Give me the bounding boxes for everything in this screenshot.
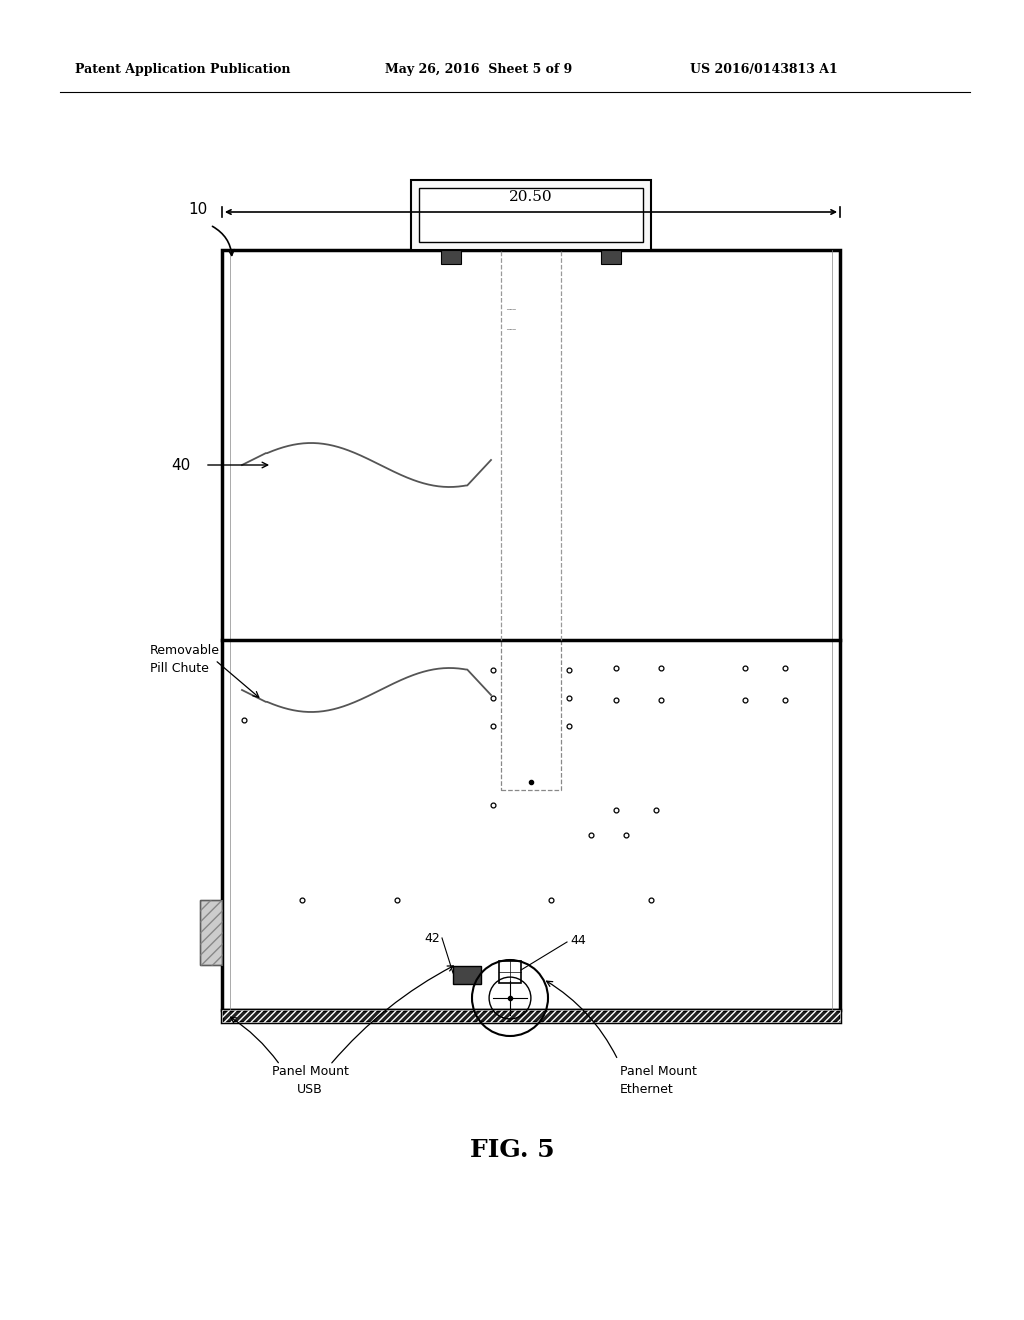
Text: US 2016/0143813 A1: US 2016/0143813 A1 [690,63,838,77]
Text: 44: 44 [570,933,586,946]
Bar [419,187,643,242]
Text: 40: 40 [171,458,190,473]
Text: FIG. 5: FIG. 5 [470,1138,554,1162]
Bar [200,900,222,965]
Text: Panel Mount
Ethernet: Panel Mount Ethernet [620,1065,697,1096]
Text: ───: ─── [506,327,516,333]
Text: ───: ─── [506,308,516,313]
Bar [222,1010,840,1022]
Bar [501,640,561,789]
Text: 10: 10 [188,202,207,218]
Bar [441,249,461,264]
Text: Patent Application Publication: Patent Application Publication [75,63,291,77]
Bar [601,249,621,264]
Text: May 26, 2016  Sheet 5 of 9: May 26, 2016 Sheet 5 of 9 [385,63,572,77]
Bar [411,180,651,249]
Bar [499,961,521,983]
Text: 42: 42 [424,932,440,945]
Bar [453,966,481,983]
Text: 20.50: 20.50 [509,190,553,205]
Bar [200,900,222,965]
Bar [222,1010,840,1022]
Text: Panel Mount
USB: Panel Mount USB [271,1065,348,1096]
Text: Removable
Pill Chute: Removable Pill Chute [150,644,220,676]
